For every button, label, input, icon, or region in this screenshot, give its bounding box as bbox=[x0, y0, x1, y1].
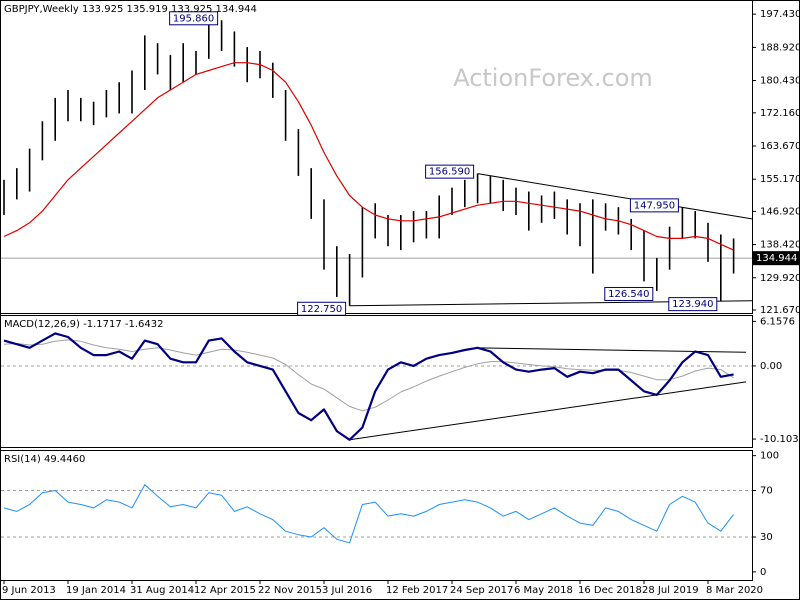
x-tick-label: 24 Sep 2017 bbox=[450, 585, 513, 596]
annotation-label: 126.540 bbox=[608, 289, 649, 300]
moving-average bbox=[3, 62, 734, 251]
last-price-box bbox=[752, 251, 799, 266]
annotation-box bbox=[668, 297, 718, 312]
x-tick-label: 8 Mar 2020 bbox=[706, 585, 763, 596]
y-tick-label: 0.00 bbox=[760, 361, 782, 372]
annotation-label: 122.750 bbox=[301, 304, 342, 315]
y-tick-label: 129.920 bbox=[760, 273, 800, 284]
x-tick-label: 28 Jul 2019 bbox=[642, 585, 699, 596]
x-tick-label: 12 Feb 2017 bbox=[386, 585, 448, 596]
panel-frame bbox=[0, 450, 753, 581]
y-tick-label: -10.1038 bbox=[760, 434, 800, 445]
watermark: ActionForex.com bbox=[453, 64, 653, 92]
y-tick-label: 6.1576 bbox=[760, 316, 795, 327]
annotation-label: 195.860 bbox=[173, 13, 214, 24]
annotation-label: 147.950 bbox=[634, 200, 675, 211]
y-tick-label: 121.670 bbox=[760, 305, 800, 316]
annotation-label: 123.940 bbox=[672, 299, 713, 310]
panel-title: GBPJPY,Weekly 133.925 135.919 133.925 13… bbox=[4, 4, 257, 15]
x-tick-label: 22 Nov 2015 bbox=[258, 585, 322, 596]
y-tick-label: 172.160 bbox=[760, 108, 800, 119]
y-tick-label: 163.670 bbox=[760, 141, 800, 152]
y-tick-label: 180.430 bbox=[760, 76, 800, 87]
y-tick-label: 188.920 bbox=[760, 42, 800, 53]
trend-line bbox=[477, 347, 747, 353]
y-tick-label: 197.430 bbox=[760, 9, 800, 20]
panel-frame bbox=[0, 0, 753, 314]
y-tick-label: 138.420 bbox=[760, 240, 800, 251]
annotation-box bbox=[169, 11, 219, 26]
trend-line bbox=[477, 173, 753, 220]
trend-line bbox=[349, 381, 747, 441]
y-tick-label: 146.920 bbox=[760, 206, 800, 217]
panel-frame bbox=[0, 315, 753, 448]
y-tick-label: 100 bbox=[760, 451, 779, 462]
panel-title: RSI(14) 49.4460 bbox=[4, 454, 85, 465]
annotation-box bbox=[425, 164, 475, 179]
x-tick-label: 19 Jan 2014 bbox=[66, 585, 126, 596]
annotation-box bbox=[604, 286, 654, 301]
last-price-label: 134.944 bbox=[756, 253, 797, 264]
x-tick-label: 6 May 2018 bbox=[514, 585, 573, 596]
x-tick-label: 31 Aug 2014 bbox=[130, 585, 194, 596]
x-tick-label: 16 Dec 2018 bbox=[578, 585, 642, 596]
y-tick-label: 0 bbox=[760, 567, 766, 578]
y-tick-label: 155.170 bbox=[760, 174, 800, 185]
x-tick-label: 3 Jul 2016 bbox=[322, 585, 372, 596]
indicator-line bbox=[3, 332, 734, 441]
x-tick-label: 9 Jun 2013 bbox=[2, 585, 56, 596]
y-tick-label: 30 bbox=[760, 532, 773, 543]
annotation-box bbox=[629, 198, 679, 213]
panel-title: MACD(12,26,9) -1.1717 -1.6432 bbox=[4, 319, 164, 330]
indicator-line bbox=[3, 484, 734, 544]
y-tick-label: 70 bbox=[760, 486, 773, 497]
x-tick-label: 12 Apr 2015 bbox=[194, 585, 256, 596]
annotation-label: 156.590 bbox=[429, 167, 470, 178]
